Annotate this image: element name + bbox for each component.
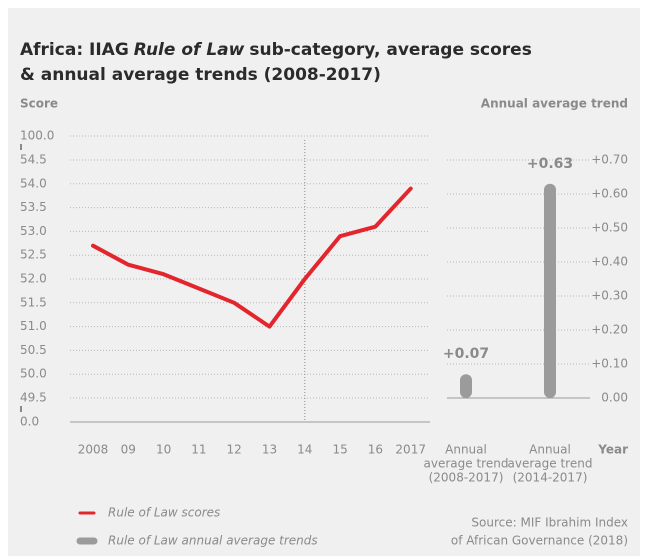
source: of African Governance (2018) <box>451 534 628 548</box>
x-tick-label: (2008-2017) <box>429 471 504 485</box>
y-axis-label: Score <box>20 97 58 111</box>
trend-bar <box>544 183 556 398</box>
x-tick-label: 13 <box>262 443 277 457</box>
legend-label: Rule of Law annual average trends <box>108 534 318 548</box>
x-tick-label: average trend <box>424 457 509 471</box>
x-tick-label: 15 <box>332 443 347 457</box>
y-tick-label: 51.5 <box>20 295 47 309</box>
x-tick-label: Annual <box>445 443 487 457</box>
y-tick-label: 52.0 <box>20 272 47 286</box>
value-label: +0.07 <box>443 346 489 362</box>
title-part: sub-category, average scores <box>249 40 531 60</box>
y-tick-label: 52.5 <box>20 248 47 262</box>
legend-label: Rule of Law scores <box>108 506 220 520</box>
y2-tick-label: +0.70 <box>591 153 628 167</box>
y2-tick-label: +0.30 <box>591 289 628 303</box>
y-tick-label: 100.0 <box>20 129 54 143</box>
y-tick-label: 53.5 <box>20 200 47 214</box>
y2-tick-label: +0.60 <box>591 187 628 201</box>
y-tick-label: 54.0 <box>20 176 47 190</box>
source: Source: MIF Ibrahim Index <box>471 516 628 530</box>
title-part: Rule of Law <box>134 40 245 60</box>
x-tick-label: average trend <box>508 457 593 471</box>
y-tick-label: 53.0 <box>20 224 47 238</box>
y-tick-label: 0.0 <box>20 415 39 429</box>
x-tick-label: 14 <box>297 443 312 457</box>
trend-bar <box>460 374 472 398</box>
y-tick-label: 50.5 <box>20 343 47 357</box>
x-tick-label: 2017 <box>395 443 426 457</box>
chart-title: Africa: IIAG Rule of Law sub-category, ave… <box>20 40 532 60</box>
title-part: Africa: IIAG <box>20 40 129 60</box>
x-tick-label: 11 <box>191 443 206 457</box>
axis-break <box>20 406 22 412</box>
y-tick-label: 54.5 <box>20 153 47 167</box>
chart-title: & annual average trends (2008-2017) <box>20 65 381 85</box>
y-tick-label: 51.0 <box>20 319 47 333</box>
y2-tick-label: +0.50 <box>591 221 628 235</box>
x-tick-label: (2014-2017) <box>513 471 588 485</box>
x-tick-label: 09 <box>121 443 136 457</box>
y2-tick-label: +0.10 <box>591 357 628 371</box>
y2-axis-label: Annual average trend <box>481 97 628 111</box>
value-label: +0.63 <box>527 156 573 172</box>
x-axis-label: Year <box>597 443 628 457</box>
x-tick-label: 12 <box>227 443 242 457</box>
y-tick-label: 49.5 <box>20 391 47 405</box>
y2-tick-label: 0.00 <box>601 391 628 405</box>
score-line <box>91 186 413 329</box>
panel <box>8 8 640 556</box>
x-tick-label: Annual <box>529 443 571 457</box>
x-tick-label: 16 <box>368 443 383 457</box>
y2-tick-label: +0.20 <box>591 323 628 337</box>
x-tick-label: 2008 <box>78 443 109 457</box>
y-tick-label: 50.0 <box>20 367 47 381</box>
y2-tick-label: +0.40 <box>591 255 628 269</box>
x-tick-label: 10 <box>156 443 171 457</box>
axis-break <box>20 144 22 150</box>
